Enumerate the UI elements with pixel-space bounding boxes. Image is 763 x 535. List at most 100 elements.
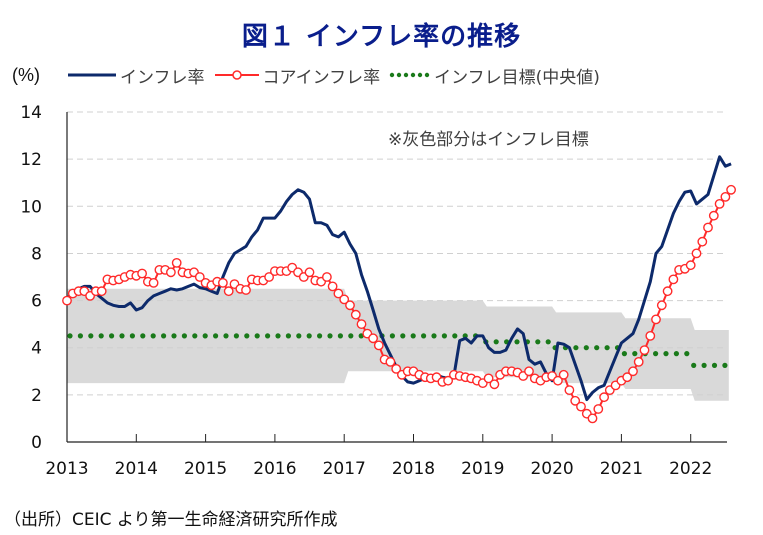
core-marker: [171, 257, 182, 268]
target-dot: [327, 333, 333, 339]
target-dot: [77, 333, 83, 339]
target-dot: [604, 345, 610, 351]
target-dot: [691, 362, 697, 368]
target-dot: [545, 339, 551, 345]
target-dot: [421, 333, 427, 339]
target-dot: [233, 333, 239, 339]
legend-label-target: インフレ目標(中央値): [434, 67, 600, 88]
core-marker: [217, 277, 228, 288]
core-marker: [645, 330, 656, 341]
target-dot: [632, 351, 638, 357]
target-dot: [296, 333, 302, 339]
core-marker: [599, 392, 609, 403]
target-dot: [711, 362, 718, 368]
core-marker: [587, 413, 598, 424]
core-marker: [720, 191, 731, 202]
core-marker: [564, 385, 575, 395]
legend-label-inflation: インフレ率: [120, 67, 205, 88]
target-dot: [514, 339, 520, 345]
core-marker: [651, 314, 661, 325]
core-marker: [708, 210, 719, 221]
legend-label-core: コアインフレ率: [262, 67, 381, 88]
legend: (%) インフレ率 コアインフレ率 インフレ目標(中央値): [12, 62, 608, 88]
core-marker: [726, 184, 736, 195]
core-marker: [628, 366, 638, 377]
target-dot: [621, 351, 628, 357]
target-dot: [140, 333, 146, 339]
y-tick-label: 10: [20, 197, 42, 217]
axes: [66, 112, 727, 443]
target-band: [67, 288, 729, 401]
target-dot: [701, 362, 707, 368]
target-dot: [244, 333, 250, 339]
target-series: [67, 333, 728, 368]
core-marker: [264, 272, 274, 282]
source-note: （出所）CEIC より第一生命経済研究所作成: [4, 510, 338, 530]
core-marker: [385, 356, 396, 367]
target-dot: [317, 333, 323, 339]
chart-plot: 0 2 4 6 8 10 12 14 2013 2014 2015 2016 2017 2018 2019…: [20, 103, 736, 479]
x-tick-labels: 2013 2014 2015 2016 2017 2018 2019 2020 2021 2022: [45, 459, 712, 479]
legend-swatch-target: [389, 72, 430, 78]
target-dot: [223, 333, 229, 339]
x-tick-label: 2022: [669, 459, 712, 479]
y-tick-label: 2: [31, 386, 42, 406]
core-marker: [714, 198, 725, 209]
y-tick-label: 12: [20, 150, 42, 170]
core-marker: [622, 372, 633, 383]
core-marker: [96, 286, 107, 297]
y-tick-label: 6: [31, 292, 42, 312]
target-dot: [573, 345, 579, 351]
target-dot: [594, 345, 600, 351]
x-tick-label: 2021: [600, 459, 643, 479]
band-note: ※灰色部分はインフレ目標: [388, 130, 589, 150]
core-marker: [148, 277, 159, 288]
y-tick-label: 0: [31, 433, 42, 453]
legend-swatch-inflation: [68, 73, 116, 77]
y-unit-label: (%): [12, 64, 40, 85]
core-marker: [570, 395, 581, 406]
target-dot: [653, 351, 659, 357]
core-marker: [489, 379, 500, 390]
core-marker: [327, 281, 338, 292]
core-marker: [443, 375, 453, 386]
target-dot: [493, 339, 499, 345]
core-marker: [691, 248, 702, 259]
target-dot: [171, 333, 177, 339]
core-marker: [633, 356, 644, 367]
target-dot: [400, 333, 406, 339]
target-dot: [254, 333, 260, 339]
target-dot: [109, 333, 115, 339]
target-dot: [88, 333, 94, 339]
target-dot: [535, 339, 541, 345]
core-marker: [373, 340, 384, 351]
y-tick-labels: 0 2 4 6 8 10 12 14: [20, 103, 42, 453]
core-marker: [656, 300, 667, 311]
target-dot: [98, 333, 104, 339]
core-marker: [368, 333, 378, 344]
target-dot: [129, 333, 135, 339]
x-tick-label: 2017: [323, 459, 366, 479]
target-dot: [161, 333, 167, 339]
target-dot: [337, 333, 343, 339]
target-dot: [181, 333, 187, 339]
target-dot: [192, 333, 198, 339]
core-marker: [137, 268, 148, 279]
x-tick-label: 2015: [184, 459, 227, 479]
core-marker: [241, 285, 251, 295]
core-series: [62, 184, 736, 424]
target-dot: [583, 345, 589, 351]
target-dot: [265, 333, 271, 339]
core-marker: [685, 260, 696, 271]
target-dot: [684, 351, 690, 357]
legend-item-inflation: インフレ率: [66, 63, 205, 88]
chart-title: 図１ インフレ率の推移: [241, 22, 522, 52]
target-dot: [150, 333, 156, 339]
x-tick-label: 2016: [253, 459, 296, 479]
x-tick-label: 2018: [392, 459, 435, 479]
target-dot: [275, 333, 281, 339]
target-dot: [358, 333, 364, 339]
core-marker: [356, 319, 367, 329]
core-marker: [553, 375, 563, 386]
target-dot: [410, 333, 416, 339]
